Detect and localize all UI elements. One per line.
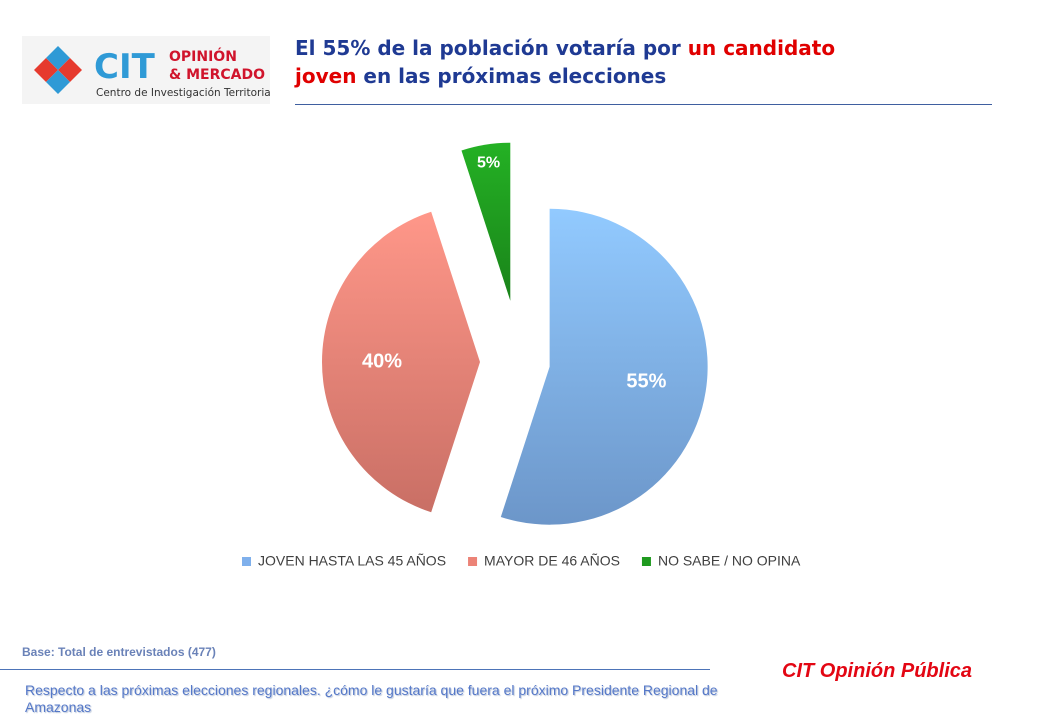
legend-label: NO SABE / NO OPINA xyxy=(658,553,801,569)
pie-chart-svg: 55% 40% 5% JOVEN HASTA LAS 45 AÑOS MAYOR DE … xyxy=(242,142,801,569)
title-highlight2: joven xyxy=(295,64,357,88)
logo-line2: & MERCADO xyxy=(169,67,265,83)
footer-divider xyxy=(0,669,710,670)
survey-question: Respecto a las próximas elecciones regio… xyxy=(25,682,718,715)
title-highlight1: un candidato xyxy=(687,36,836,60)
logo-mark-icon xyxy=(34,46,82,94)
legend-swatch xyxy=(468,557,478,566)
data-label: 5% xyxy=(477,155,500,172)
pie-slice xyxy=(500,208,708,525)
cit-logo: CIT OPINIÓN & MERCADO Centro de Investig… xyxy=(22,36,274,104)
pie-slice xyxy=(322,211,480,513)
title-part2: en las próximas elecciones xyxy=(356,64,667,88)
logo-graphic: CIT OPINIÓN & MERCADO Centro de Investig… xyxy=(22,36,274,104)
pie-slice xyxy=(461,142,511,301)
logo-line1: OPINIÓN xyxy=(169,47,237,65)
brand-label: CIT Opinión Pública xyxy=(782,660,972,682)
legend-swatch xyxy=(641,557,651,566)
pie-chart: 55% 40% 5% JOVEN HASTA LAS 45 AÑOS MAYOR DE … xyxy=(230,140,870,590)
legend-label: JOVEN HASTA LAS 45 AÑOS xyxy=(258,553,446,569)
title-divider xyxy=(295,104,992,105)
page-title: El 55% de la población votaría por un ca… xyxy=(295,34,995,90)
legend-swatch xyxy=(242,557,251,566)
legend-label: MAYOR DE 46 AÑOS xyxy=(484,553,620,569)
data-label: 55% xyxy=(626,370,666,392)
logo-tagline: Centro de Investigación Territorial xyxy=(96,87,270,99)
logo-mark-text: CIT xyxy=(94,47,156,87)
base-note: Base: Total de entrevistados (477) xyxy=(22,645,216,659)
data-label: 40% xyxy=(362,350,402,372)
title-part1: El 55% de la población votaría por xyxy=(295,36,688,60)
